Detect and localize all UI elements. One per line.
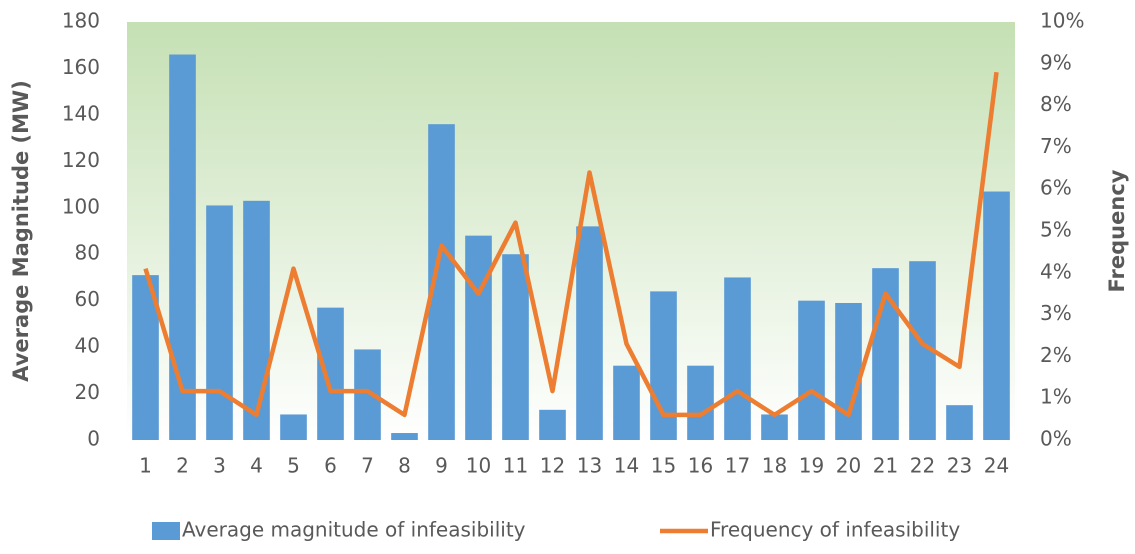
bar [613, 365, 640, 440]
y-axis-title: Average Magnitude (MW) [9, 80, 33, 382]
x-tick-label: 10 [466, 454, 491, 478]
bar [983, 191, 1010, 440]
bar [835, 302, 862, 440]
y2-tick-label: 8% [1040, 92, 1072, 116]
x-tick-label: 8 [398, 454, 411, 478]
x-tick-label: 2 [176, 454, 189, 478]
bar [761, 414, 788, 440]
x-tick-label: 4 [250, 454, 263, 478]
legend-swatch [152, 522, 180, 540]
bar [650, 291, 677, 440]
y-tick-label: 160 [62, 55, 100, 79]
x-tick-label: 11 [503, 454, 528, 478]
y-tick-label: 100 [62, 194, 100, 218]
x-tick-label: 23 [947, 454, 972, 478]
y-tick-label: 120 [62, 148, 100, 172]
y2-tick-label: 2% [1040, 343, 1072, 367]
x-tick-label: 17 [725, 454, 750, 478]
bar [243, 200, 270, 440]
legend-label: Average magnitude of infeasibility [182, 518, 526, 542]
bar [391, 433, 418, 440]
bar [465, 235, 492, 440]
bar [280, 414, 307, 440]
x-tick-label: 6 [324, 454, 337, 478]
line [143, 71, 999, 418]
y-tick-label: 140 [62, 101, 100, 125]
x-tick-label: 19 [799, 454, 824, 478]
y2-tick-label: 9% [1040, 50, 1072, 74]
x-tick-label: 21 [873, 454, 898, 478]
bar [539, 409, 566, 440]
bar [798, 300, 825, 440]
bar [169, 54, 196, 441]
x-tick-label: 22 [910, 454, 935, 478]
y2-tick-label: 1% [1040, 385, 1072, 409]
y2-tick-label: 5% [1040, 218, 1072, 242]
bar [724, 277, 751, 440]
x-tick-label: 1 [139, 454, 152, 478]
y2-axis-title: Frequency [1105, 169, 1129, 292]
x-tick-label: 20 [836, 454, 861, 478]
y2-tick-label: 0% [1040, 427, 1072, 451]
x-tick-label: 7 [361, 454, 374, 478]
y2-tick-label: 6% [1040, 176, 1072, 200]
x-tick-label: 15 [651, 454, 676, 478]
y2-tick-label: 7% [1040, 134, 1072, 158]
bar [317, 307, 344, 440]
x-tick-label: 14 [614, 454, 639, 478]
x-tick-label: 13 [577, 454, 602, 478]
x-tick-label: 5 [287, 454, 300, 478]
x-tick-label: 24 [984, 454, 1009, 478]
y-tick-label: 180 [62, 9, 100, 33]
y-tick-label: 60 [75, 287, 100, 311]
y2-tick-label: 4% [1040, 259, 1072, 283]
x-tick-label: 12 [540, 454, 565, 478]
bar [576, 226, 603, 440]
bar [502, 254, 529, 440]
y2-tick-label: 3% [1040, 301, 1072, 325]
y-tick-label: 40 [75, 334, 100, 358]
y2-tick-label: 10% [1040, 9, 1084, 33]
y-tick-label: 20 [75, 380, 100, 404]
x-tick-label: 18 [762, 454, 787, 478]
legend-label: Frequency of infeasibility [710, 518, 960, 542]
plot-area [127, 22, 1015, 440]
x-tick-label: 9 [435, 454, 448, 478]
bar [946, 405, 973, 440]
x-tick-label: 16 [688, 454, 713, 478]
bar [206, 205, 233, 440]
x-tick-label: 3 [213, 454, 226, 478]
bar [687, 365, 714, 440]
y-tick-label: 80 [75, 241, 100, 265]
y-tick-label: 0 [87, 427, 100, 451]
